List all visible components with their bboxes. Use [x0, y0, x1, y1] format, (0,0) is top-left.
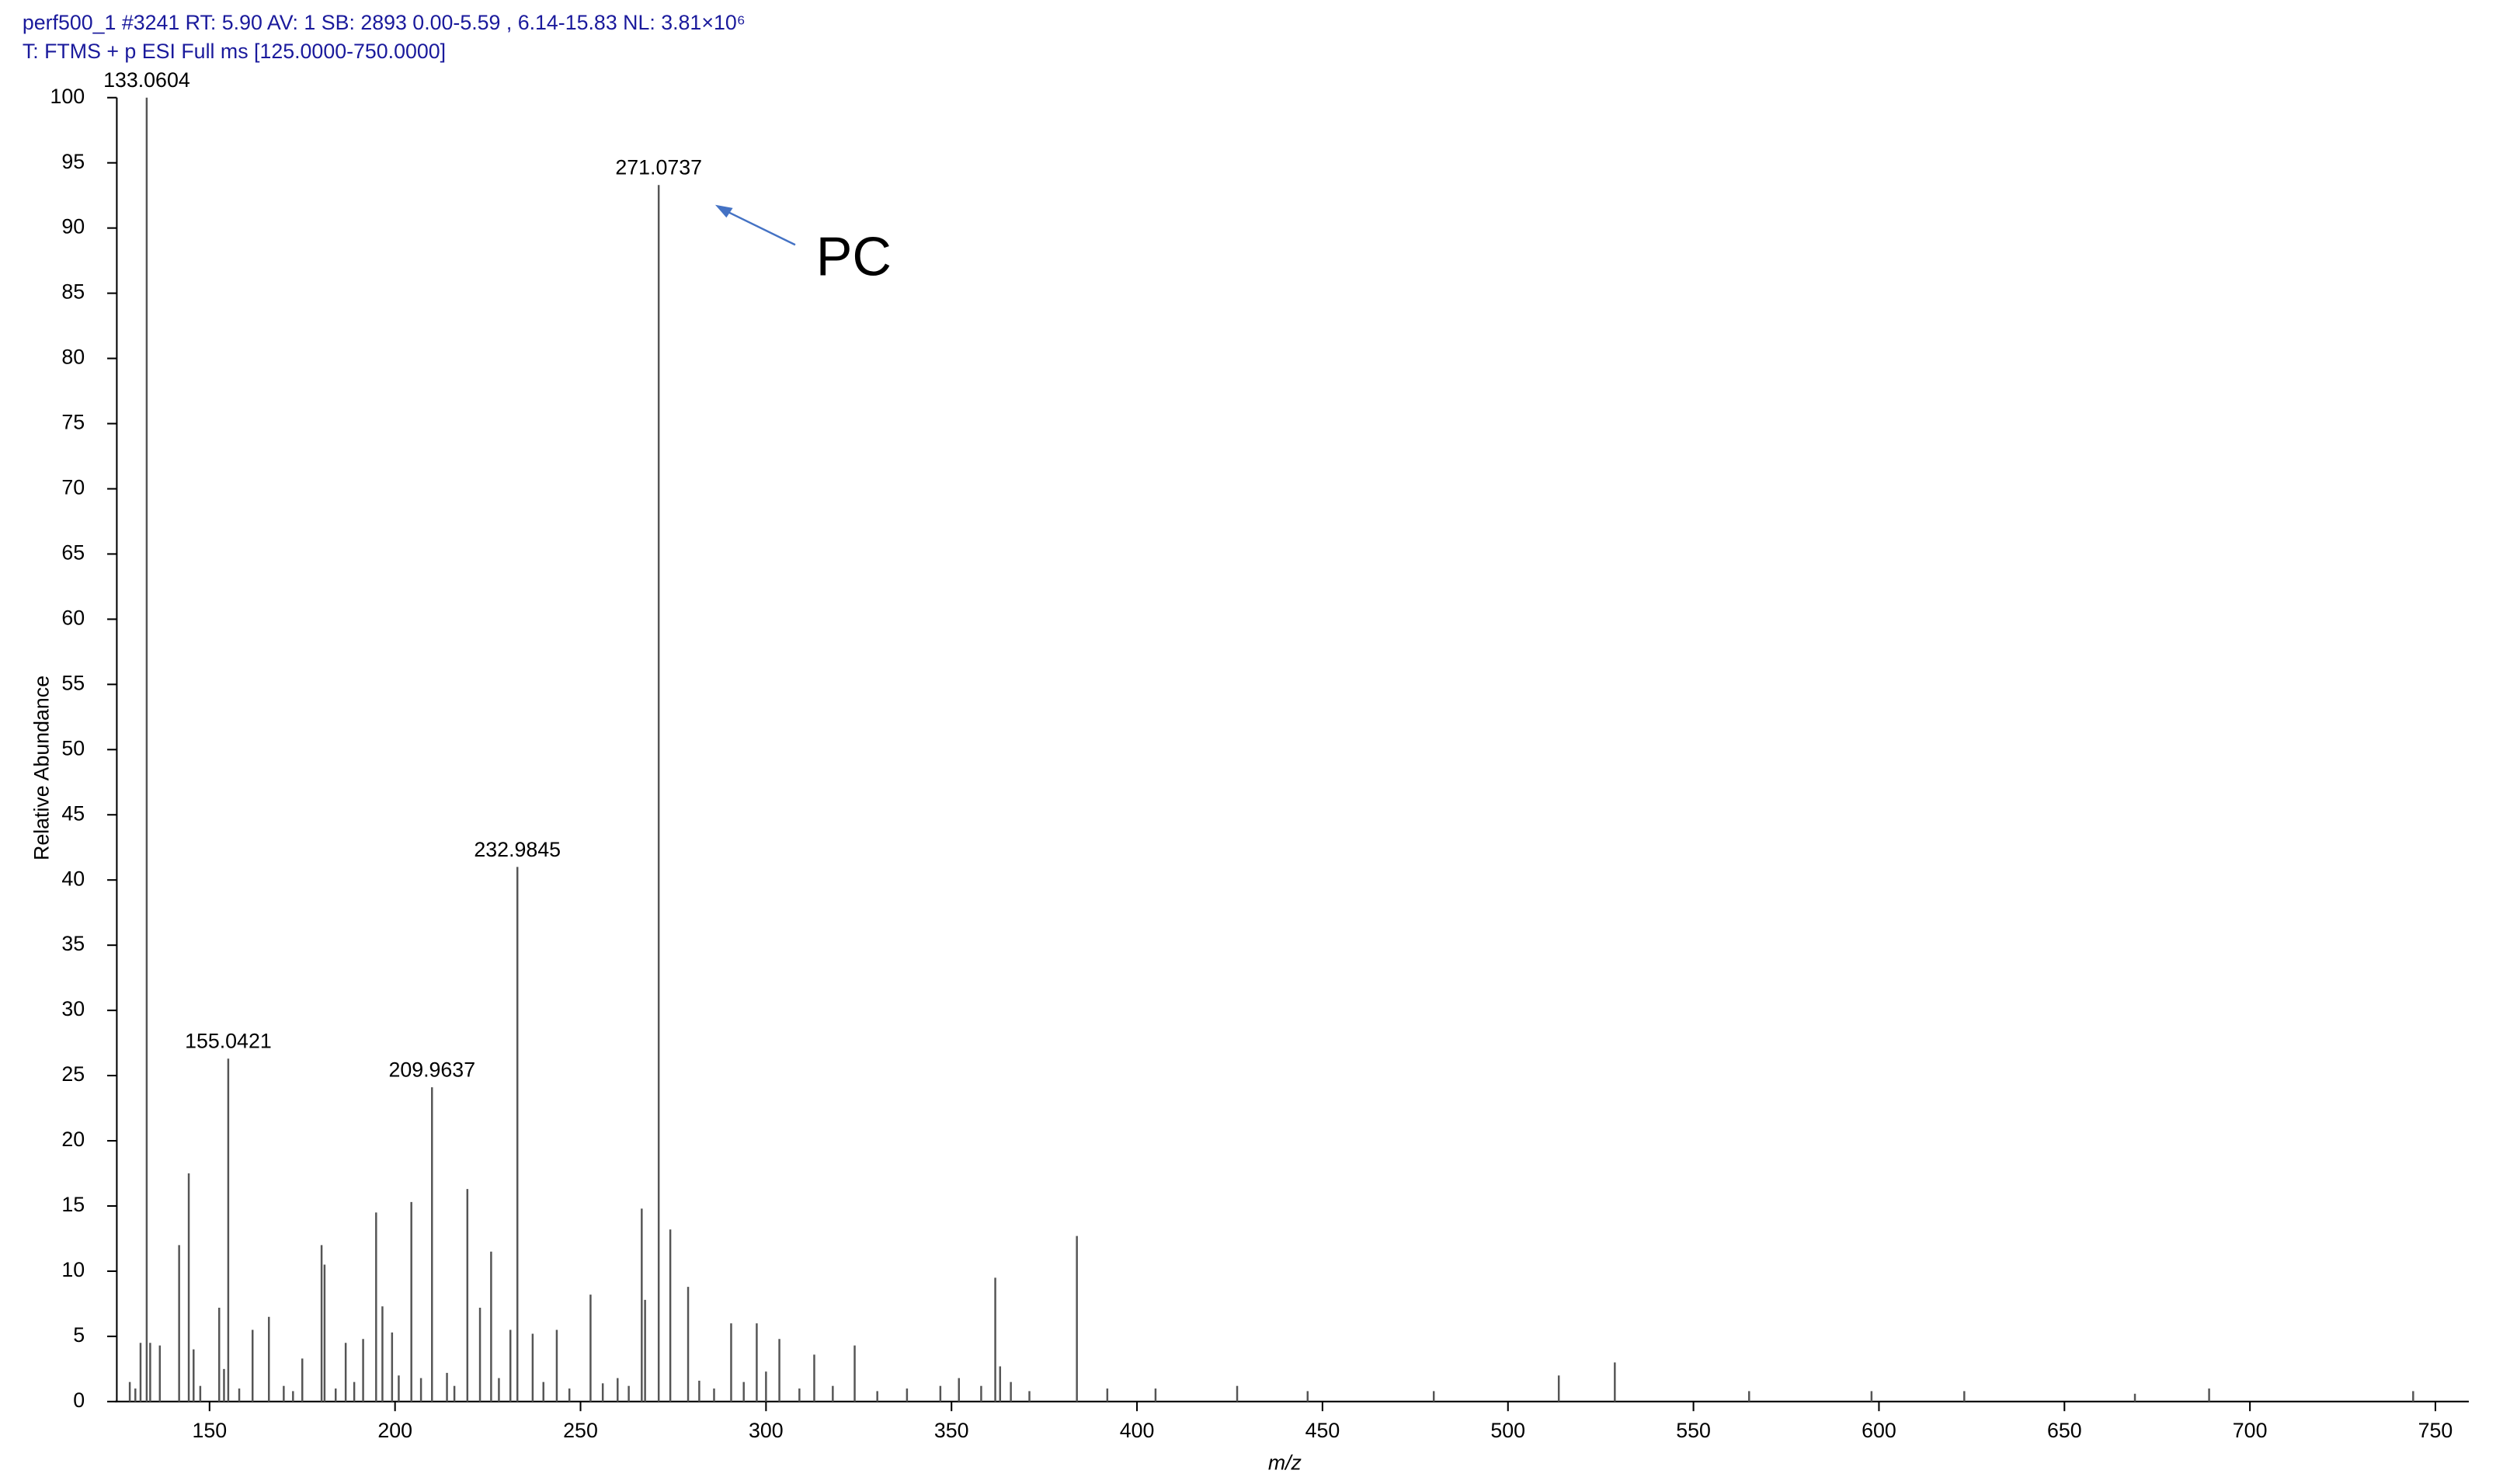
y-tick-label: 65	[61, 540, 85, 564]
y-tick-label: 40	[61, 867, 85, 890]
x-tick-label: 600	[1862, 1419, 1896, 1442]
y-tick-label: 10	[61, 1258, 85, 1281]
x-tick-label: 700	[2233, 1419, 2268, 1442]
y-tick-label: 75	[61, 411, 85, 434]
peak-label: 232.9845	[474, 838, 561, 861]
x-tick-label: 200	[377, 1419, 412, 1442]
x-tick-label: 350	[934, 1419, 969, 1442]
x-tick-label: 650	[2047, 1419, 2082, 1442]
y-tick-label: 60	[61, 606, 85, 629]
y-tick-label: 95	[61, 150, 85, 173]
x-tick-label: 150	[192, 1419, 227, 1442]
peak-label: 271.0737	[615, 156, 702, 179]
y-tick-label: 100	[50, 85, 85, 108]
peak-label: 133.0604	[103, 68, 190, 92]
y-tick-label: 30	[61, 997, 85, 1020]
y-tick-label: 45	[61, 801, 85, 825]
y-tick-label: 55	[61, 671, 85, 694]
x-tick-label: 300	[749, 1419, 784, 1442]
y-tick-label: 20	[61, 1128, 85, 1151]
x-tick-label: 400	[1120, 1419, 1155, 1442]
x-tick-label: 500	[1490, 1419, 1525, 1442]
peak-label: 155.0421	[185, 1030, 272, 1053]
y-tick-label: 90	[61, 215, 85, 238]
y-tick-label: 80	[61, 346, 85, 369]
y-tick-label: 5	[73, 1323, 85, 1347]
y-tick-label: 85	[61, 280, 85, 304]
y-tick-label: 50	[61, 736, 85, 759]
x-axis-label: m/z	[1268, 1451, 1302, 1474]
y-tick-label: 70	[61, 476, 85, 499]
y-tick-label: 0	[73, 1388, 85, 1412]
annotation-arrowhead	[714, 204, 733, 218]
header-line: perf500_1 #3241 RT: 5.90 AV: 1 SB: 2893 …	[23, 11, 746, 34]
y-axis-label: Relative Abundance	[30, 676, 54, 860]
annotation: PC	[816, 226, 892, 287]
y-tick-label: 25	[61, 1062, 85, 1086]
y-tick-label: 35	[61, 932, 85, 955]
x-tick-label: 550	[1676, 1419, 1711, 1442]
annotation-arrow	[722, 208, 796, 246]
x-tick-label: 750	[2418, 1419, 2453, 1442]
header-line: T: FTMS + p ESI Full ms [125.0000-750.00…	[23, 40, 446, 63]
y-tick-label: 15	[61, 1193, 85, 1216]
peak-label: 209.9637	[388, 1058, 475, 1082]
x-tick-label: 450	[1305, 1419, 1340, 1442]
x-tick-label: 250	[563, 1419, 598, 1442]
